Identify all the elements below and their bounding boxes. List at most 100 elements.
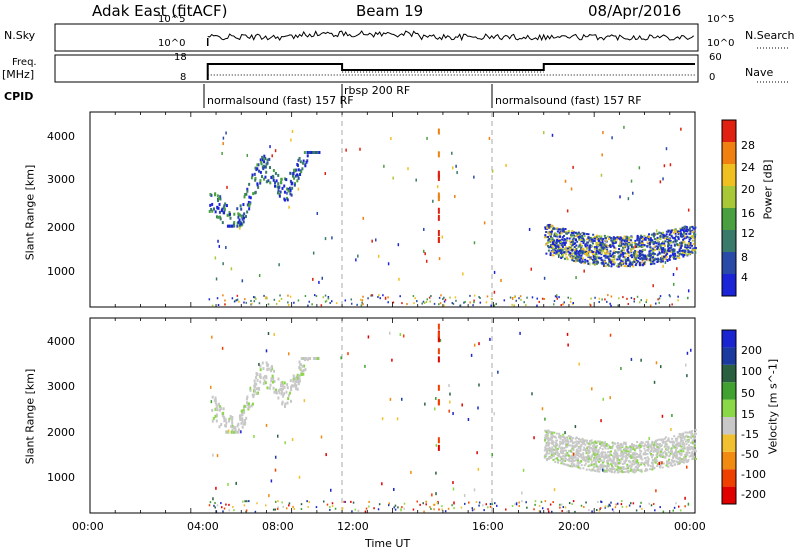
echo-cell xyxy=(248,207,251,211)
echo-cell xyxy=(622,255,625,258)
echo-cell xyxy=(240,409,243,413)
echo-cell xyxy=(500,278,502,282)
echo-cell xyxy=(673,236,676,239)
echo-cell xyxy=(552,247,555,250)
echo-cell xyxy=(610,255,613,258)
echo-cell xyxy=(631,241,634,244)
velocity-panel-frame xyxy=(89,317,696,514)
echo-cell xyxy=(688,455,691,458)
echo-cell xyxy=(615,445,618,448)
echo-cell xyxy=(598,239,601,242)
echo-cell xyxy=(645,440,648,443)
echo-cell xyxy=(612,245,615,248)
echo-cell xyxy=(564,506,567,509)
echo-cell xyxy=(590,455,593,458)
echo-cell xyxy=(236,207,239,211)
echo-cell xyxy=(634,245,636,249)
echo-cell xyxy=(671,414,673,418)
echo-cell xyxy=(543,456,546,459)
echo-cell xyxy=(660,260,663,263)
echo-cell xyxy=(572,259,575,262)
time-tick-4: 16:00 xyxy=(472,520,504,533)
echo-cell xyxy=(280,392,283,396)
echo-cell xyxy=(617,263,620,266)
echo-cell xyxy=(642,259,645,262)
echo-cell xyxy=(297,174,300,178)
echo-cell xyxy=(556,451,559,454)
echo-cell xyxy=(263,165,266,169)
echo-cell xyxy=(627,242,630,245)
echo-cell xyxy=(680,235,683,238)
echo-cell xyxy=(622,452,625,455)
echo-cell xyxy=(215,486,217,490)
echo-cell xyxy=(550,224,553,227)
echo-cell xyxy=(610,468,613,471)
echo-cell xyxy=(556,454,559,457)
echo-cell xyxy=(475,501,478,504)
echo-cell xyxy=(601,261,604,264)
echo-cell xyxy=(671,248,674,251)
echo-cell xyxy=(558,255,561,258)
echo-cell xyxy=(280,381,283,385)
echo-cell xyxy=(661,466,664,469)
echo-cell xyxy=(689,244,692,247)
velocity-ytick-1000: 1000 xyxy=(47,471,75,484)
echo-cell xyxy=(677,463,680,466)
echo-cell xyxy=(330,300,333,303)
echo-cell xyxy=(247,402,250,406)
echo-cell xyxy=(288,186,291,190)
echo-cell xyxy=(638,264,641,267)
echo-cell xyxy=(606,466,609,469)
echo-cell xyxy=(627,446,630,449)
echo-cell xyxy=(259,170,262,174)
echo-cell xyxy=(267,367,270,371)
echo-cell xyxy=(685,247,688,250)
echo-cell xyxy=(664,445,667,448)
echo-cell xyxy=(659,295,662,298)
echo-cell xyxy=(313,294,316,297)
nsky-tick-low: 10^0 xyxy=(158,38,186,49)
echo-cell xyxy=(489,503,492,506)
echo-cell xyxy=(253,379,256,383)
echo-cell xyxy=(607,237,610,240)
echo-cell xyxy=(442,297,444,300)
echo-cell xyxy=(656,442,659,445)
echo-cell xyxy=(578,255,581,258)
echo-cell xyxy=(596,453,599,456)
echo-cell xyxy=(625,505,628,508)
echo-cell xyxy=(656,246,659,249)
echo-cell xyxy=(654,257,657,260)
echo-cell xyxy=(612,237,615,240)
echo-cell xyxy=(680,127,682,131)
velocity-colorbar-segment xyxy=(722,469,736,487)
echo-cell xyxy=(690,441,693,444)
echo-cell xyxy=(672,455,675,458)
echo-cell xyxy=(607,455,610,458)
echo-cell xyxy=(591,449,594,452)
echo-cell xyxy=(600,455,603,458)
echo-cell xyxy=(560,251,563,254)
cpid-label: CPID xyxy=(4,90,34,103)
echo-cell xyxy=(676,251,679,254)
echo-cell xyxy=(469,301,471,304)
echo-cell xyxy=(255,387,258,391)
echo-cell xyxy=(675,457,678,460)
echo-cell xyxy=(574,242,577,245)
echo-cell xyxy=(568,457,571,460)
echo-cell xyxy=(669,163,672,167)
echo-cell xyxy=(251,302,253,305)
echo-cell xyxy=(624,260,627,263)
echo-cell xyxy=(690,454,693,457)
echo-cell xyxy=(575,232,578,235)
echo-cell xyxy=(416,300,418,303)
echo-cell xyxy=(244,298,246,301)
echo-cell xyxy=(604,247,607,250)
echo-cell xyxy=(264,156,267,160)
echo-cell xyxy=(245,397,248,401)
echo-cell xyxy=(580,257,583,260)
echo-cell xyxy=(607,459,610,462)
echo-cell xyxy=(271,154,273,158)
echo-cell xyxy=(621,466,624,469)
echo-cell xyxy=(265,162,268,166)
echo-cell xyxy=(674,445,677,448)
